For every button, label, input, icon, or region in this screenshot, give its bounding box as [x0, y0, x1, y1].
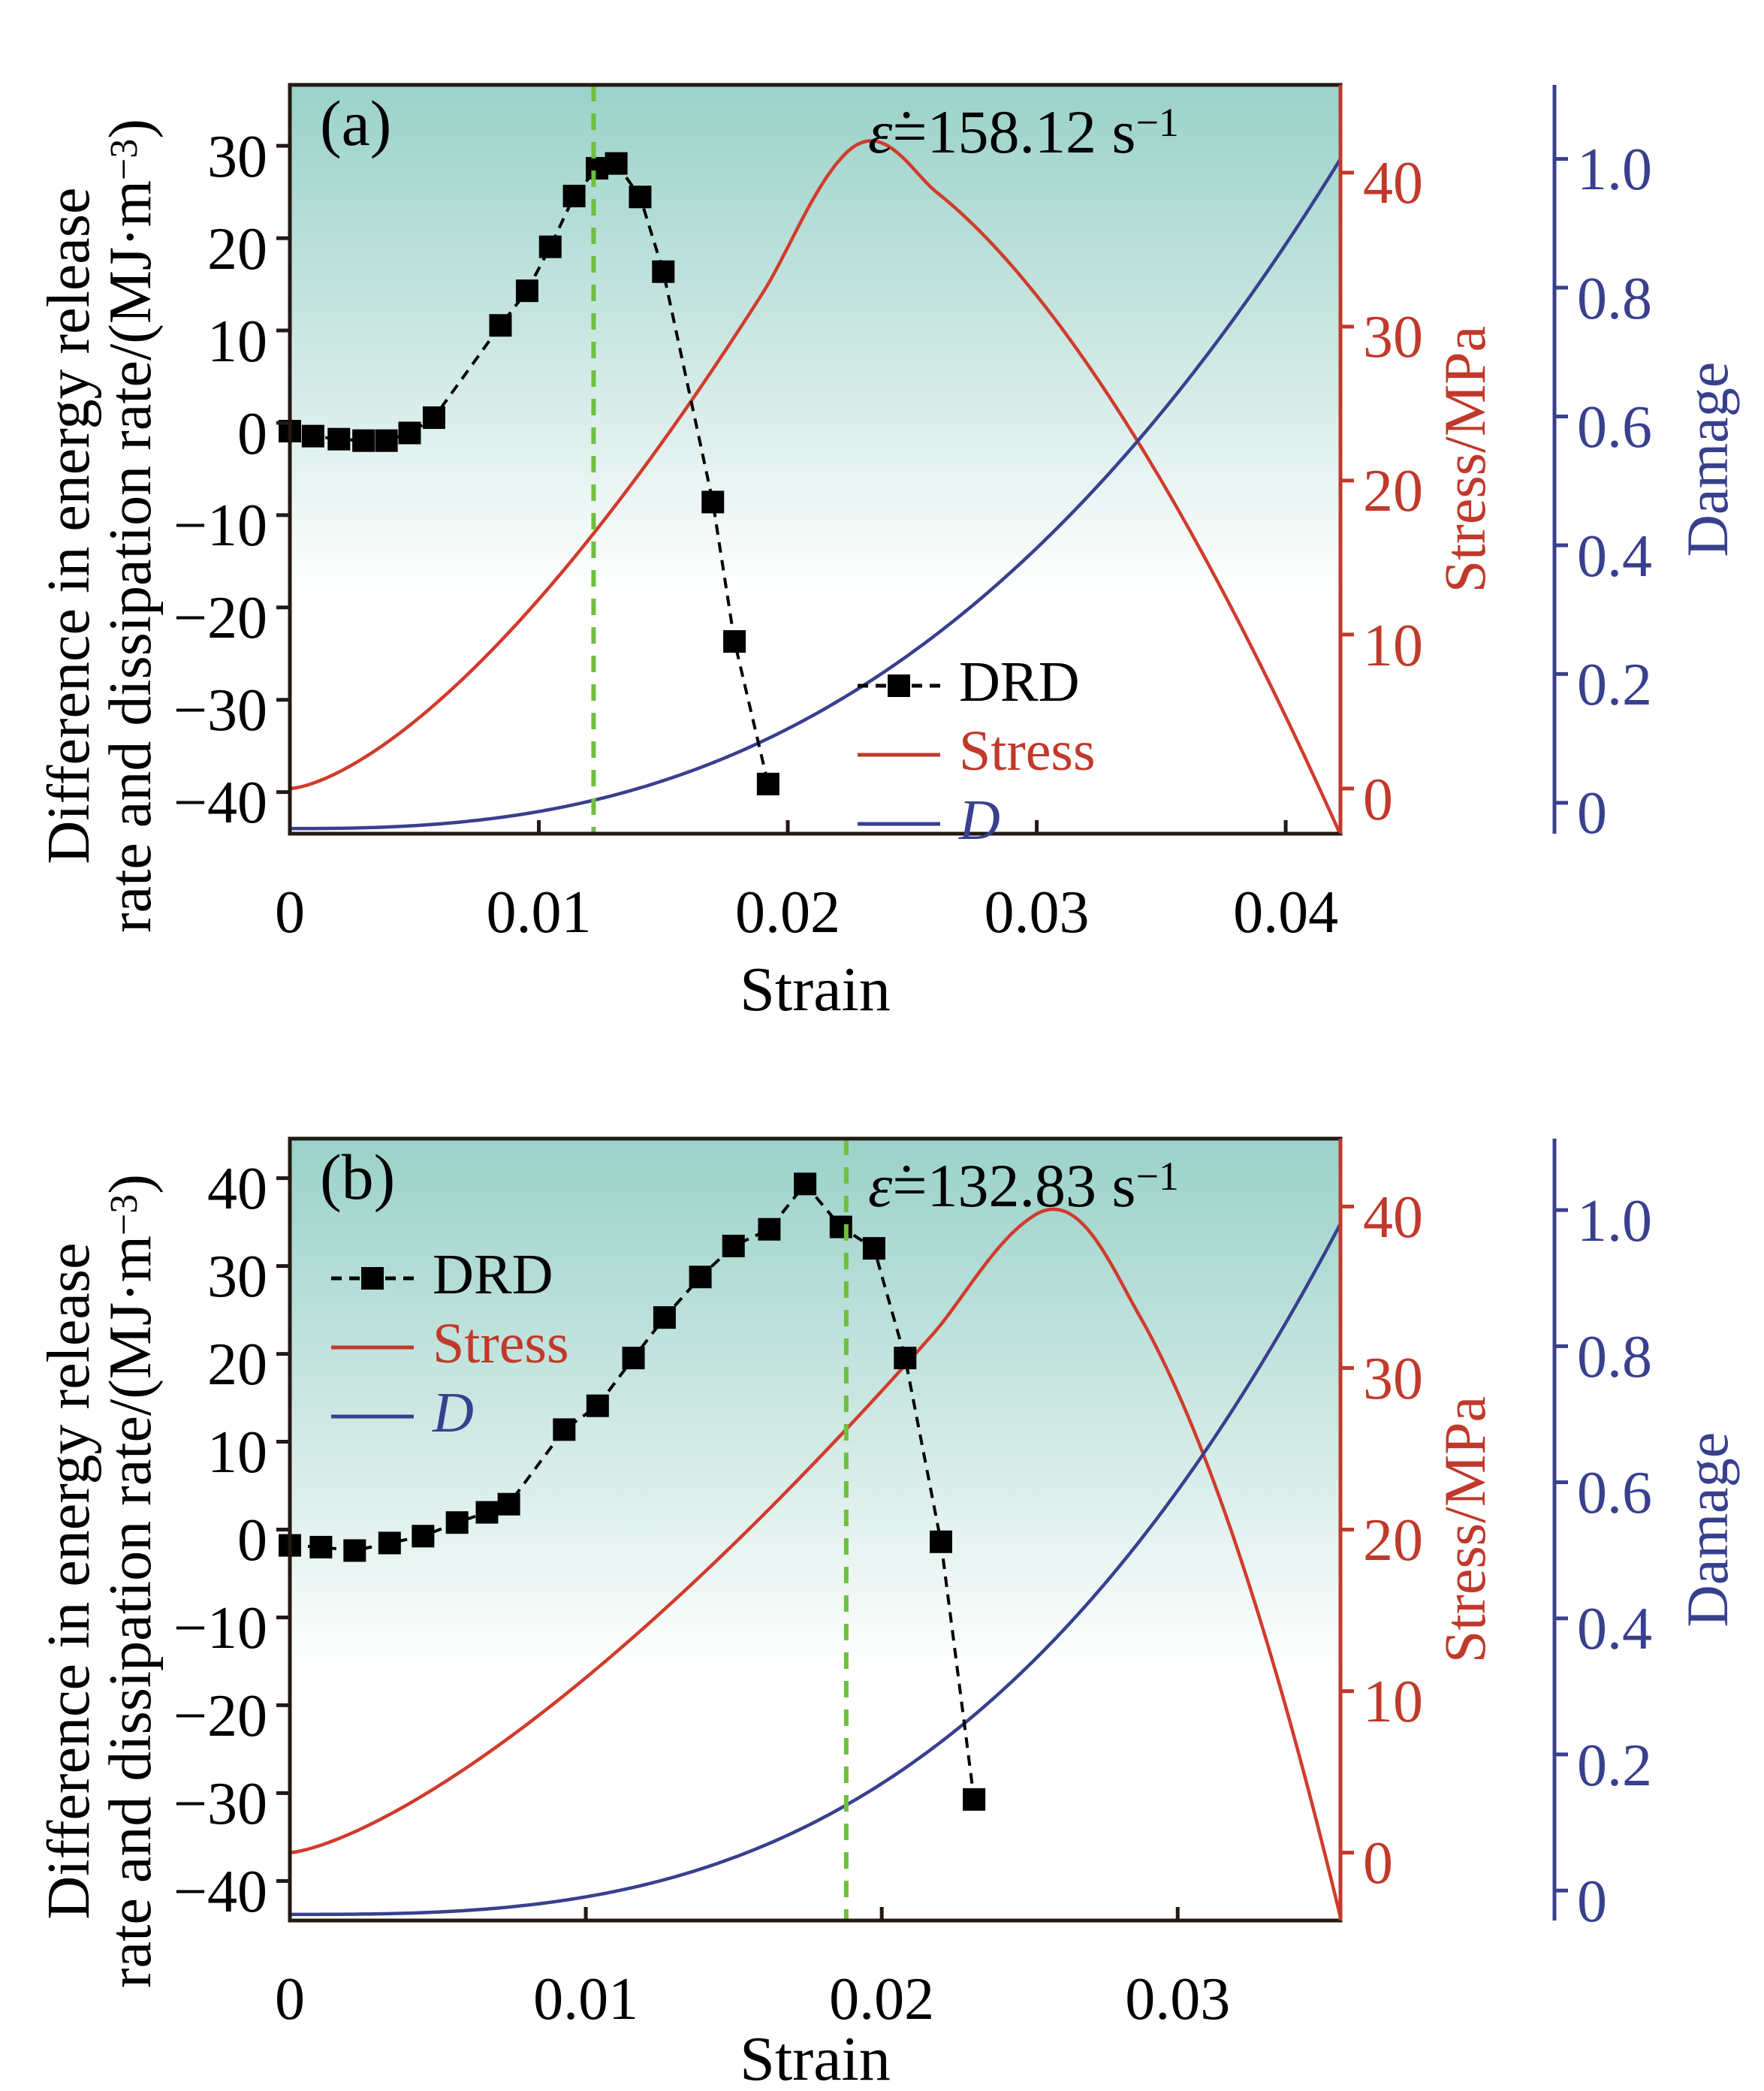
svg-text:rate and dissipation rate/(MJ·: rate and dissipation rate/(MJ·m−3)	[98, 1174, 164, 1988]
svg-text:D: D	[958, 789, 1000, 852]
svg-text:Damage: Damage	[1675, 1432, 1740, 1628]
svg-text:ε̇=158.12 s−1: ε̇=158.12 s−1	[868, 98, 1179, 166]
svg-text:Difference in energy release: Difference in energy release	[36, 1243, 102, 1920]
svg-text:Stress/MPa: Stress/MPa	[1432, 1396, 1497, 1663]
svg-text:(a): (a)	[320, 87, 391, 159]
svg-text:Stress/MPa: Stress/MPa	[1432, 326, 1497, 593]
svg-text:Stress: Stress	[959, 720, 1096, 783]
svg-text:DRD: DRD	[959, 650, 1079, 714]
svg-text:(b): (b)	[320, 1141, 395, 1213]
svg-text:Difference in energy release: Difference in energy release	[36, 188, 102, 864]
svg-text:Damage: Damage	[1675, 362, 1740, 557]
svg-text:ε̇=132.83 s−1: ε̇=132.83 s−1	[868, 1151, 1179, 1220]
svg-text:D: D	[432, 1381, 474, 1444]
svg-text:DRD: DRD	[433, 1243, 553, 1306]
svg-text:Stress: Stress	[433, 1312, 569, 1375]
svg-text:Strain: Strain	[740, 955, 891, 1024]
svg-text:rate and dissipation rate/(MJ·: rate and dissipation rate/(MJ·m−3)	[98, 119, 164, 933]
